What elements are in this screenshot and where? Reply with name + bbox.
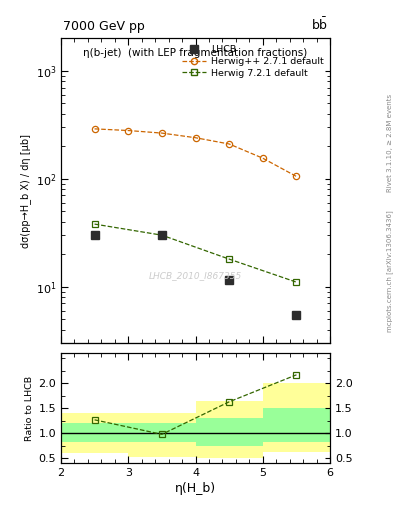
Y-axis label: Ratio to LHCB: Ratio to LHCB: [25, 376, 34, 441]
Text: LHCB_2010_I867355: LHCB_2010_I867355: [149, 271, 242, 281]
Text: b$\mathregular{\bar{b}}$: b$\mathregular{\bar{b}}$: [311, 17, 328, 33]
Text: mcplots.cern.ch [arXiv:1306.3436]: mcplots.cern.ch [arXiv:1306.3436]: [386, 210, 393, 332]
Y-axis label: dσ(pp→H_b X) / dη [μb]: dσ(pp→H_b X) / dη [μb]: [20, 134, 31, 248]
Text: η(b-jet)  (with LEP fragmentation fractions): η(b-jet) (with LEP fragmentation fractio…: [83, 48, 308, 57]
X-axis label: η(H_b): η(H_b): [175, 482, 216, 496]
Text: Rivet 3.1.10, ≥ 2.8M events: Rivet 3.1.10, ≥ 2.8M events: [387, 94, 393, 193]
Text: 7000 GeV pp: 7000 GeV pp: [63, 20, 145, 33]
Legend: LHCB, Herwig++ 2.7.1 default, Herwig 7.2.1 default: LHCB, Herwig++ 2.7.1 default, Herwig 7.2…: [180, 43, 325, 79]
